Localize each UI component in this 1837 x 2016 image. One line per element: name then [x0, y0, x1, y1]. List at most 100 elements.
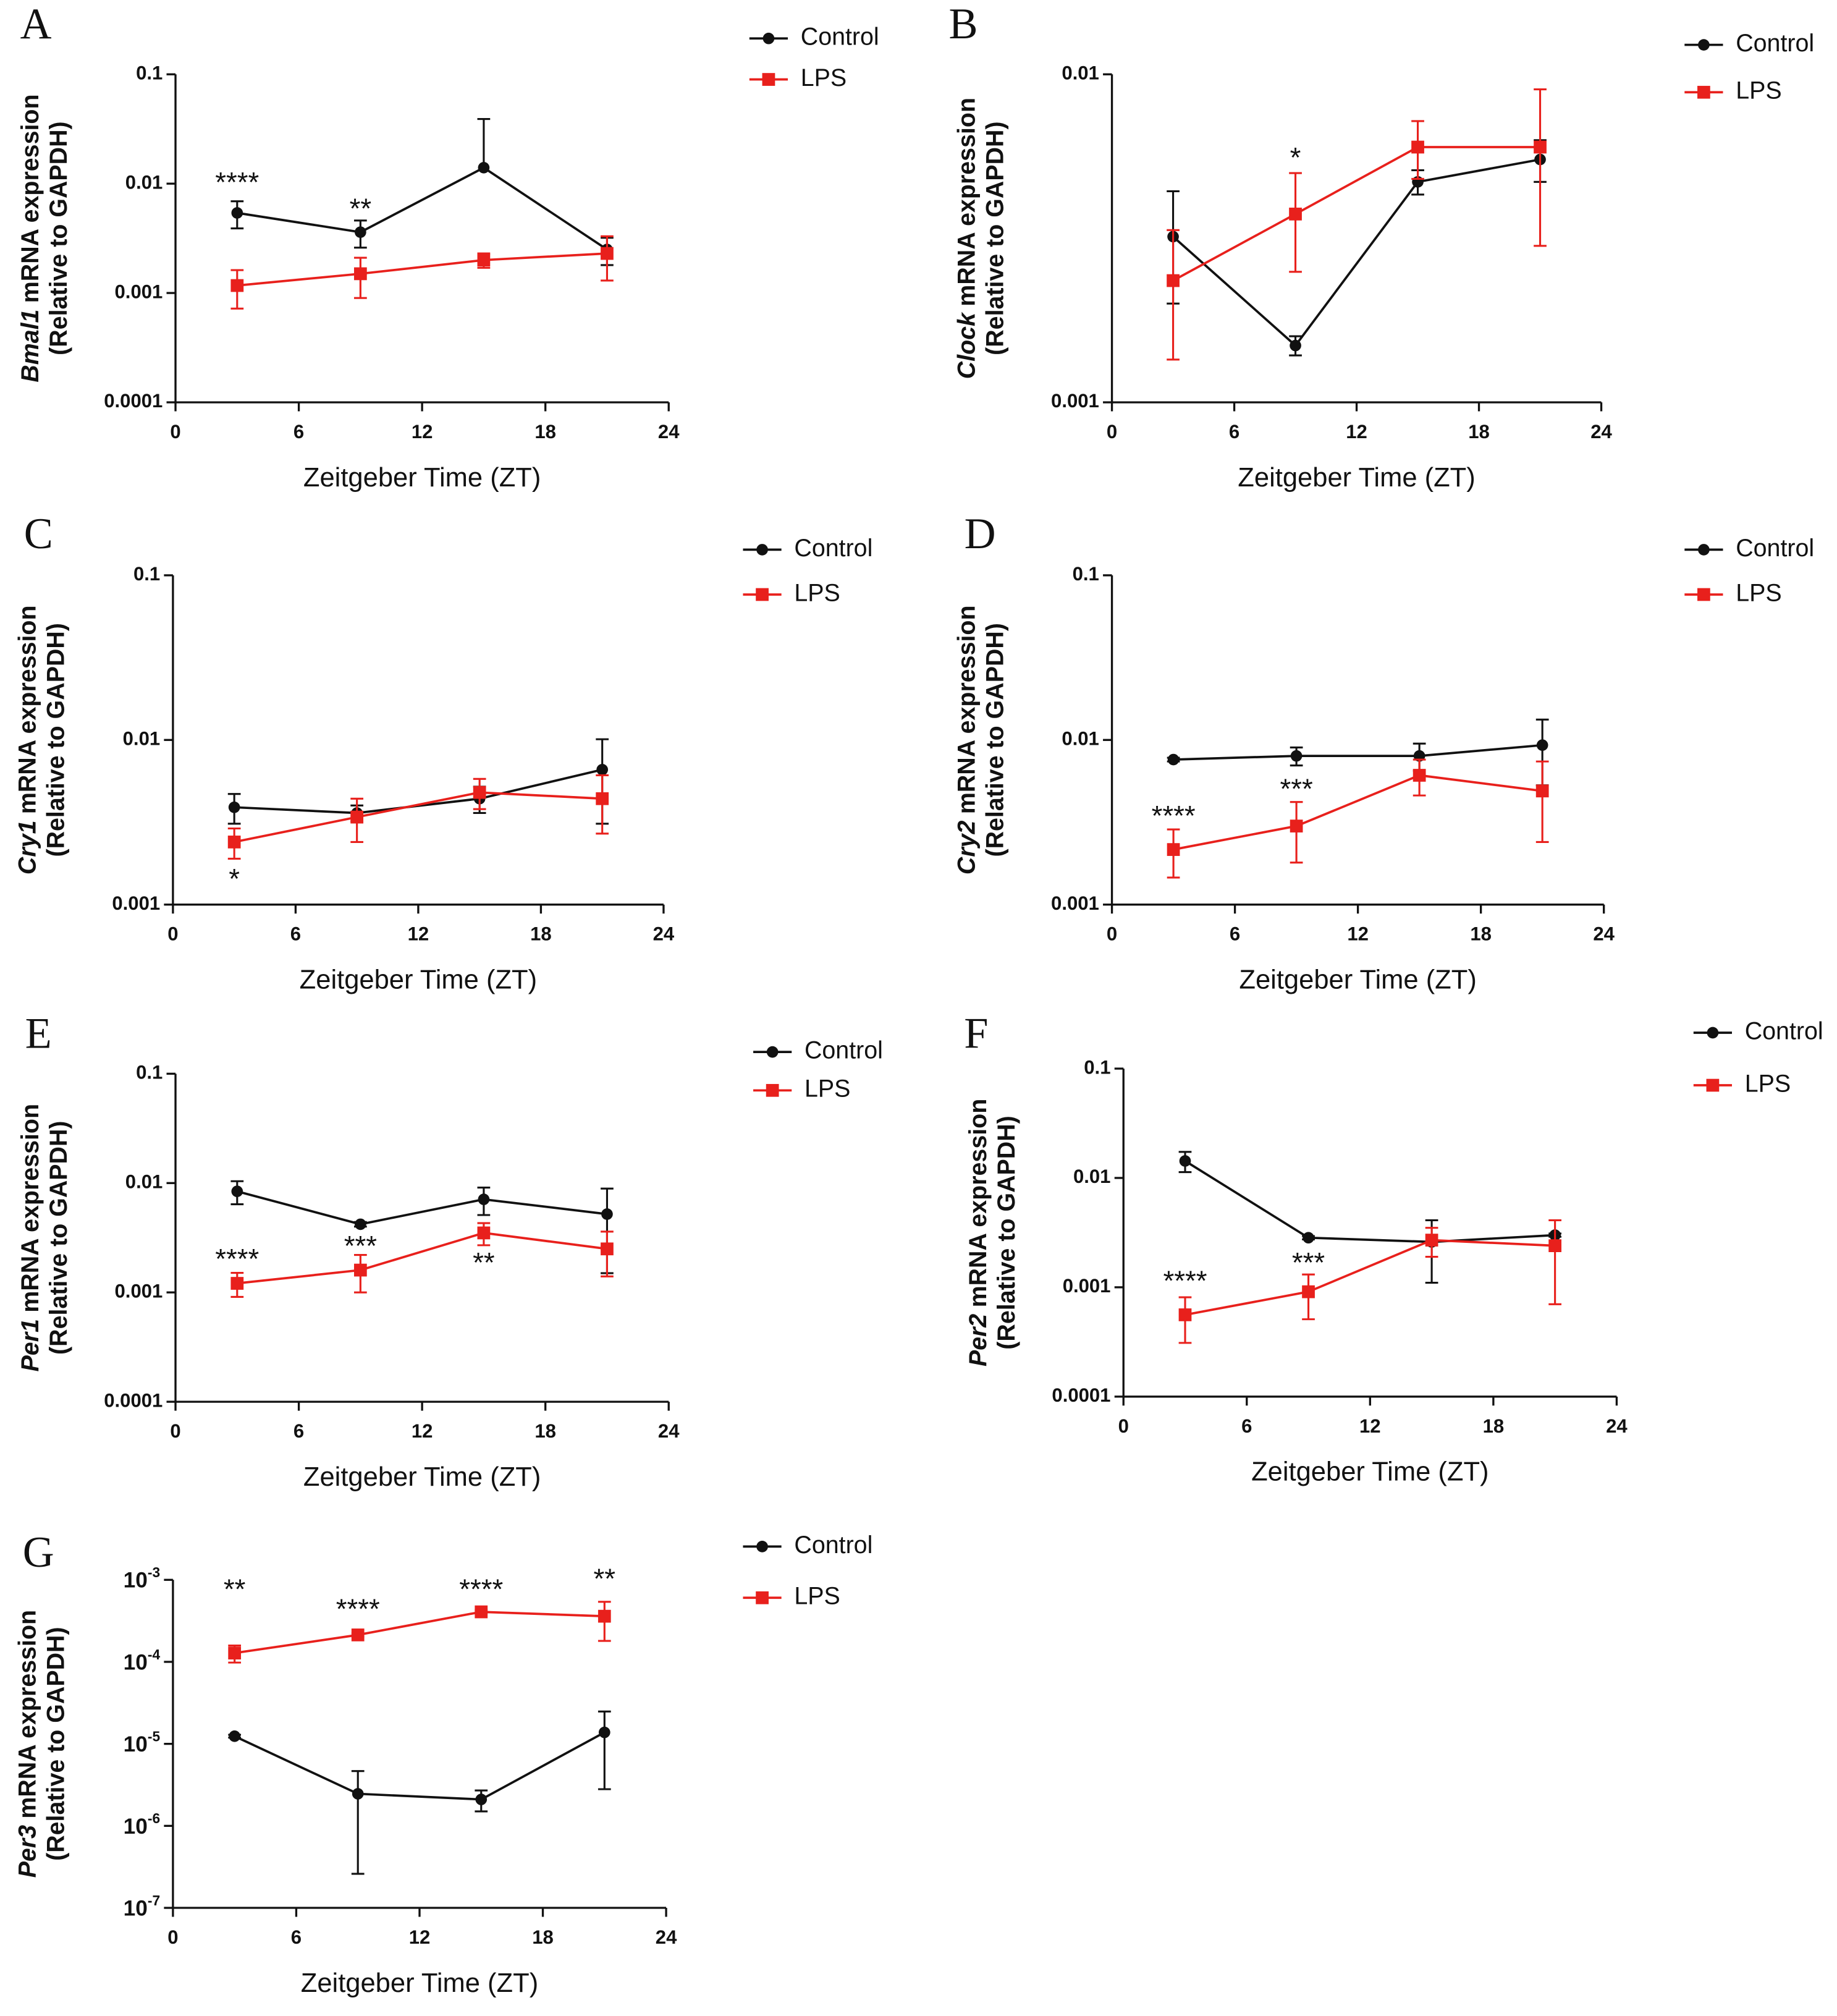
marker [473, 786, 486, 799]
marker [351, 1628, 365, 1641]
x-axis-label: Zeitgeber Time (ZT) [303, 1462, 541, 1492]
marker [1548, 1239, 1561, 1252]
series-line [234, 791, 602, 844]
marker [1303, 1232, 1314, 1244]
legend-label: Control [1736, 535, 1814, 562]
legend-label: LPS [801, 64, 847, 91]
marker [1413, 769, 1426, 782]
y-axis-label: Per3 mRNA expression [14, 1610, 41, 1878]
y-tick-label: 10-7 [124, 1892, 160, 1921]
y-axis-label-text: mRNA expression [953, 98, 981, 307]
y-axis-label-text: mRNA expression [953, 605, 981, 814]
series-line [1185, 1159, 1555, 1243]
legend-label: Control [804, 1037, 883, 1064]
legend-marker [756, 544, 768, 556]
error-bar [1534, 88, 1547, 247]
series-line [237, 166, 608, 251]
x-tick-label: 12 [409, 1926, 431, 1948]
marker [353, 1263, 367, 1277]
legend-marker [1698, 39, 1710, 51]
y-tick-label: 0.0001 [104, 1389, 163, 1411]
y-tick-label: 0.001 [1063, 1275, 1111, 1297]
y-axis-label-text: mRNA expression [965, 1099, 992, 1308]
legend-marker [766, 1083, 779, 1097]
panel: B 0 6 12 18 24 0.001 0.01 Zeitgeber Time (ZT) Clo… [949, 0, 1815, 493]
significance: **** [1152, 800, 1196, 831]
panel-letter: E [25, 1009, 52, 1057]
marker [355, 1218, 366, 1230]
y-tick-label: 0.1 [133, 563, 160, 585]
x-tick-label: 0 [1107, 923, 1117, 945]
y-tick-base: 10 [124, 1569, 148, 1593]
x-tick-label: 24 [656, 1926, 677, 1948]
y-axis-label-2: (Relative to GAPDH) [43, 1627, 70, 1860]
error-bar [1289, 172, 1302, 273]
y-axis-label-2: (Relative to GAPDH) [981, 623, 1008, 857]
gene-name: Bmal1 [17, 310, 44, 383]
legend-marker [1706, 1078, 1720, 1092]
x-tick-label: 12 [1347, 923, 1369, 945]
legend-marker [762, 32, 775, 44]
y-tick-label: 0.01 [125, 171, 163, 193]
panel-letter: G [23, 1528, 54, 1577]
x-tick-label: 18 [534, 1420, 556, 1442]
y-tick-label: 0.01 [125, 1171, 163, 1192]
x-tick-label: 24 [658, 1420, 680, 1442]
series-line [1185, 1239, 1555, 1316]
x-tick-label: 12 [412, 421, 433, 443]
y-axis-label: Bmal1 mRNA expression [17, 94, 44, 382]
y-tick-label: 0.1 [136, 1062, 163, 1083]
marker [231, 207, 243, 219]
y-tick-label: 0.01 [1062, 728, 1099, 750]
legend-marker [1697, 588, 1710, 601]
legend-label: LPS [794, 579, 840, 606]
y-tick-base: 10 [124, 1732, 148, 1756]
x-tick-label: 0 [167, 1926, 178, 1948]
y-axis-label-2: (Relative to GAPDH) [43, 623, 70, 857]
panel: A 0 6 12 18 24 0.0001 0.001 0.01 0.1 Zeitgeber Tim… [17, 0, 879, 493]
legend-marker [1698, 544, 1710, 556]
y-axis-label-2: (Relative to GAPDH) [45, 121, 72, 355]
y-tick-exponent: -6 [148, 1810, 160, 1826]
y-tick-label: 0.001 [115, 1280, 163, 1302]
series-line [1172, 158, 1540, 347]
marker [598, 1609, 611, 1623]
x-tick-label: 18 [1468, 421, 1490, 443]
marker [229, 1730, 240, 1742]
x-tick-label: 6 [1229, 421, 1239, 443]
marker [475, 1605, 488, 1619]
significance: **** [1163, 1265, 1207, 1297]
y-tick-label: 0.001 [1051, 892, 1099, 914]
x-axis-label: Zeitgeber Time (ZT) [301, 1968, 538, 1998]
error-bar [1535, 760, 1549, 843]
legend-marker [1707, 1027, 1719, 1039]
significance: **** [215, 1243, 259, 1275]
significance: **** [459, 1573, 503, 1605]
marker [601, 1208, 613, 1220]
marker [230, 279, 244, 292]
significance: ** [350, 193, 372, 224]
x-axis-label: Zeitgeber Time (ZT) [1238, 463, 1475, 493]
legend-label: LPS [804, 1075, 850, 1103]
series-line [1173, 743, 1543, 761]
error-bar [598, 1710, 611, 1790]
y-tick-exponent: -5 [148, 1729, 161, 1745]
significance: ** [594, 1563, 616, 1595]
marker [227, 836, 241, 849]
x-tick-label: 18 [1470, 923, 1492, 945]
gene-name: Cry1 [14, 821, 41, 875]
significance: *** [344, 1230, 377, 1261]
y-axis-label-2: (Relative to GAPDH) [993, 1116, 1020, 1350]
y-tick-label: 0.01 [123, 728, 161, 750]
x-tick-label: 6 [293, 1420, 304, 1442]
marker [1536, 739, 1548, 752]
legend-label: LPS [1736, 579, 1781, 606]
panel: F 0 6 12 18 24 0.0001 0.001 0.01 0.1 Zeitgeber Tim… [964, 1009, 1823, 1486]
marker [231, 1185, 243, 1197]
significance: **** [215, 167, 259, 198]
marker [601, 1242, 614, 1256]
x-axis-label: Zeitgeber Time (ZT) [300, 965, 537, 995]
y-tick-exponent: -3 [148, 1564, 160, 1580]
